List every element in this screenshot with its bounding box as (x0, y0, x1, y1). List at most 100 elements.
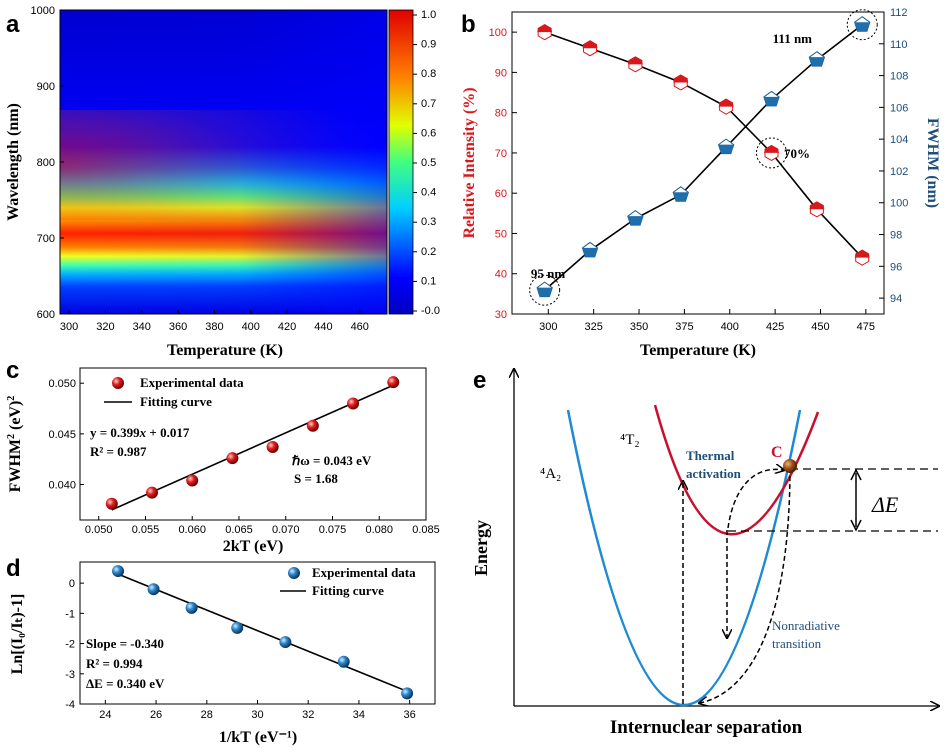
crossing-point-c (783, 459, 797, 473)
data-point (306, 419, 319, 432)
panel-b-xlabel: Temperature (K) (640, 342, 756, 359)
x-tick-label: 460 (351, 321, 369, 333)
intensity-line (544, 31, 863, 259)
colorbar (388, 9, 414, 315)
colorbar-tick-label: 0.4 (421, 187, 436, 199)
y-right-tick-label: 106 (890, 102, 908, 114)
panel-d-r2: R² = 0.994 (86, 656, 143, 671)
y-tick-label: 40 (495, 269, 507, 281)
panel-d-legend: Experimental data Fitting curve (280, 565, 416, 598)
x-tick-label: 0.080 (365, 524, 393, 536)
nonrad-label-2: transition (772, 636, 822, 651)
nonrad-label-1: Nonradiative (772, 618, 840, 633)
panel-e-label: e (473, 367, 486, 394)
y-right-tick-label: 104 (890, 134, 908, 146)
x-tick-label: 36 (404, 709, 416, 721)
y-tick-label: -4 (65, 699, 75, 711)
fwhm-point-fill (763, 96, 780, 106)
ground-state-curve (566, 409, 802, 707)
colorbar-tick-label: 0.8 (421, 68, 436, 80)
data-point (226, 452, 239, 465)
y-tick-label: 100 (489, 27, 507, 39)
data-point (185, 601, 198, 614)
x-tick-label: 420 (278, 321, 296, 333)
panel-c-xlabel: 2kT (eV) (223, 538, 284, 555)
x-tick-label: 28 (201, 709, 213, 721)
heatmap (59, 9, 388, 315)
legend-fitting: Fitting curve (140, 394, 212, 409)
colorbar-tick-label: 0.2 (421, 246, 436, 258)
heatmap-fade (60, 10, 387, 314)
y-tick-label: 70 (495, 148, 507, 160)
y-right-tick-label: 102 (890, 166, 908, 178)
legend-fitting-d: Fitting curve (312, 583, 384, 598)
data-point (147, 583, 160, 596)
energy-label: Energy (471, 520, 491, 576)
x-tick-label: 300 (539, 321, 557, 333)
panel-c-frame (79, 367, 427, 521)
x-tick-label: 425 (766, 321, 784, 333)
x-tick-label: 350 (630, 321, 648, 333)
y-tick-label: 0.045 (48, 429, 76, 441)
data-point (337, 655, 350, 668)
colorbar-tick-label: 0.1 (421, 275, 436, 287)
x-tick-label: 440 (314, 321, 332, 333)
panel-a-x-ticks: 300 320 340 360 380 400 420 440 460 (60, 310, 369, 333)
x-tick-label: 300 (60, 321, 78, 333)
panel-a-ylabel: Wavelength (nm) (5, 103, 22, 221)
panel-a-y-ticks: 600 700 800 900 1000 (31, 5, 64, 321)
annotation-111nm: 111 nm (773, 31, 813, 46)
data-point (186, 474, 199, 487)
panel-d-label: d (6, 555, 21, 582)
panel-d-ylabel: Ln[(I₀/Iₜ)-1] (9, 594, 26, 675)
x-tick-label: 0.065 (225, 524, 253, 536)
colorbar-tick-label: 0.9 (421, 39, 436, 51)
fitting-line (117, 573, 408, 693)
legend-experimental: Experimental data (140, 375, 244, 390)
x-tick-label: 0.085 (412, 524, 440, 536)
panel-b-label: b (461, 11, 476, 38)
panel-c-s: S = 1.68 (294, 471, 338, 486)
panel-d-ticks: 24 26 28 30 32 34 36 -4 -3 -2 -1 0 (65, 578, 416, 721)
x-tick-label: 0.055 (132, 524, 160, 536)
colorbar-tick-label: 1.0 (421, 9, 436, 21)
point-c-label: C (771, 444, 783, 461)
panel-c-r2: R² = 0.987 (90, 444, 147, 459)
data-point (146, 486, 159, 499)
highlight-111nm (846, 9, 878, 41)
y-right-tick-label: 112 (890, 7, 908, 19)
x-tick-label: 325 (584, 321, 602, 333)
colorbar-tick-label: 0.5 (421, 157, 436, 169)
delta-e-label: ΔE (871, 492, 899, 517)
y-tick-label: 0 (69, 578, 75, 590)
y-tick-label: 50 (495, 228, 507, 240)
y-tick-label: 900 (37, 81, 55, 93)
panel-d-slope: Slope = -0.340 (86, 636, 164, 651)
intensity-point-fill (809, 201, 825, 210)
x-tick-label: 30 (251, 709, 263, 721)
fwhm-point-fill (854, 22, 870, 32)
thermal-label-2: activation (686, 466, 742, 481)
excited-state-label: ⁴T₂ (620, 432, 640, 448)
y-right-tick-label: 110 (890, 39, 908, 51)
x-tick-label: 380 (205, 321, 223, 333)
separation-label: Internuclear separation (610, 717, 803, 738)
y-right-tick-label: 108 (890, 71, 908, 83)
fitting-line (111, 384, 394, 511)
panel-c-equation-b: + 0.017 (146, 425, 190, 440)
panel-c-ylabel-unit: (eV) (7, 401, 24, 434)
x-tick-label: 0.060 (178, 524, 206, 536)
x-tick-label: 26 (150, 709, 162, 721)
intensity-point-fill (718, 99, 734, 107)
data-point (401, 687, 414, 700)
fwhm-point-fill (582, 247, 598, 257)
legend-marker-experimental-d (288, 567, 300, 579)
panel-c-equation-x: x (139, 425, 147, 440)
y-tick-label: -3 (65, 669, 75, 681)
intensity-point-fill (673, 74, 689, 83)
x-tick-label: 24 (99, 709, 111, 721)
y-tick-label: 0.050 (48, 378, 76, 390)
panel-c-ticks: 0.050 0.055 0.060 0.065 0.070 0.075 0.080 0.085… (48, 378, 439, 536)
highlight-70pct (755, 137, 787, 169)
